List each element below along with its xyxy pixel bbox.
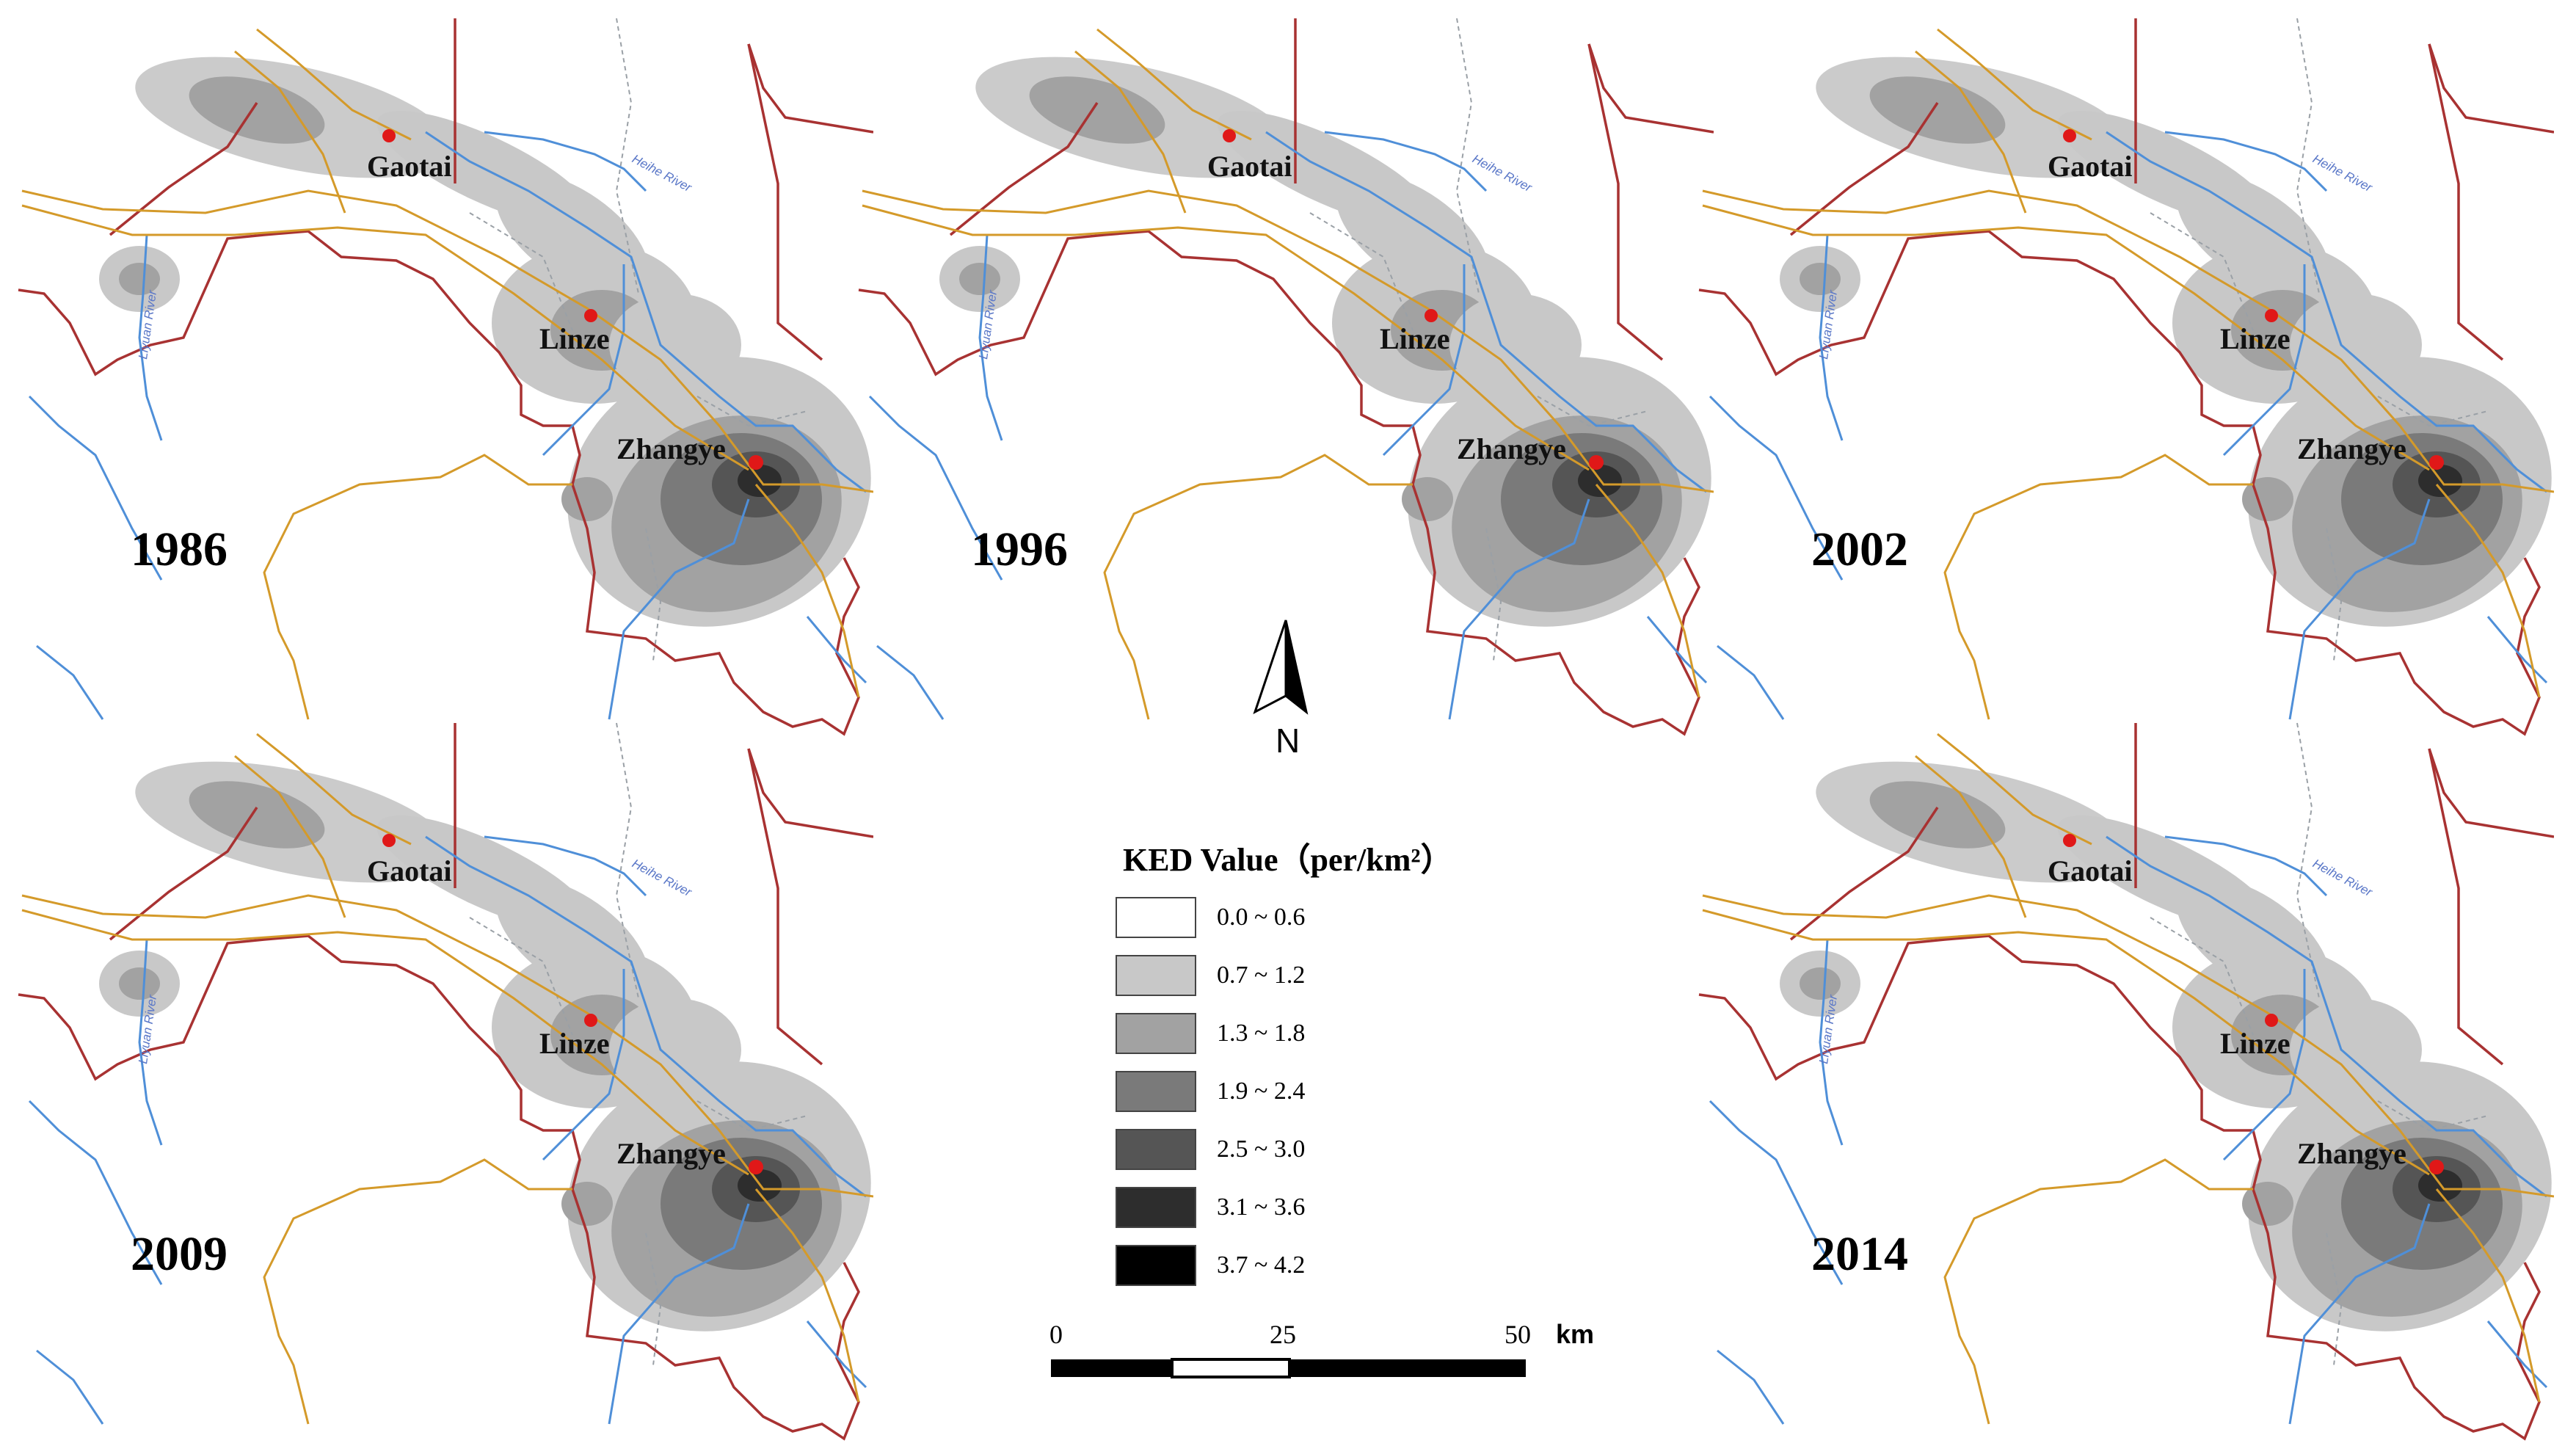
zhangye-marker <box>749 455 763 470</box>
gaotai-marker <box>2063 129 2076 142</box>
legend-swatch <box>1116 1129 1196 1170</box>
city-label-zhangye: Zhangye <box>2297 1137 2406 1170</box>
city-label-linze: Linze <box>539 1027 610 1060</box>
zhangye-marker <box>2429 1160 2444 1174</box>
city-label-gaotai: Gaotai <box>2048 854 2133 887</box>
linze-marker <box>2265 1014 2278 1027</box>
city-label-gaotai: Gaotai <box>1207 150 1292 183</box>
gaotai-marker <box>382 834 396 847</box>
legend-label: 1.9 ~ 2.4 <box>1217 1078 1306 1105</box>
legend-item: 3.1 ~ 3.6 <box>1116 1186 1527 1229</box>
legend-item: 0.0 ~ 0.6 <box>1116 896 1527 939</box>
scale-tick-50: 50 <box>1505 1320 1531 1349</box>
gaotai-marker <box>2063 834 2076 847</box>
city-label-zhangye: Zhangye <box>2297 432 2406 465</box>
legend-label: 0.0 ~ 0.6 <box>1217 904 1306 931</box>
legend-label: 1.3 ~ 1.8 <box>1217 1020 1306 1047</box>
map-panel-2014: Gaotai Linze Zhangye Heihe River Liyuan … <box>1695 719 2554 1446</box>
year-label-2014: 2014 <box>1811 1227 1908 1281</box>
legend-item: 1.9 ~ 2.4 <box>1116 1070 1527 1113</box>
scale-tick-25: 25 <box>1270 1320 1296 1349</box>
legend-swatch <box>1116 1187 1196 1228</box>
legend-label: 3.7 ~ 4.2 <box>1217 1251 1306 1279</box>
north-arrow: N <box>1240 617 1321 767</box>
legend-label: 2.5 ~ 3.0 <box>1217 1136 1306 1163</box>
map-panel-2009: Gaotai Linze Zhangye Heihe River Liyuan … <box>15 719 873 1446</box>
year-label-2002: 2002 <box>1811 523 1908 576</box>
zhangye-marker <box>2429 455 2444 470</box>
legend-swatch <box>1116 955 1196 996</box>
north-label: N <box>1276 722 1300 760</box>
legend-swatch <box>1116 1245 1196 1286</box>
city-label-linze: Linze <box>539 322 610 355</box>
map-panel-1986: Gaotai Linze Zhangye Heihe River Liyuan … <box>15 15 873 741</box>
gaotai-marker <box>1223 129 1236 142</box>
year-label-1986: 1986 <box>131 523 228 576</box>
river-label-heihe: Heihe River <box>630 857 695 900</box>
city-label-linze: Linze <box>2220 322 2291 355</box>
scale-tick-0: 0 <box>1049 1320 1063 1349</box>
year-label-1996: 1996 <box>971 523 1068 576</box>
linze-marker <box>584 1014 597 1027</box>
city-label-zhangye: Zhangye <box>616 1137 726 1170</box>
legend-item: 3.7 ~ 4.2 <box>1116 1244 1527 1287</box>
city-label-linze: Linze <box>2220 1027 2291 1060</box>
legend-item: 0.7 ~ 1.2 <box>1116 954 1527 997</box>
river-label-heihe: Heihe River <box>1470 152 1535 195</box>
city-label-gaotai: Gaotai <box>2048 150 2133 183</box>
legend-label: 3.1 ~ 3.6 <box>1217 1194 1306 1221</box>
map-panel-2002: Gaotai Linze Zhangye Heihe River Liyuan … <box>1695 15 2554 741</box>
city-label-linze: Linze <box>1380 322 1450 355</box>
map-panel-1996: Gaotai Linze Zhangye Heihe River Liyuan … <box>855 15 1714 741</box>
city-label-gaotai: Gaotai <box>367 150 452 183</box>
legend-label: 0.7 ~ 1.2 <box>1217 962 1306 989</box>
linze-marker <box>584 309 597 322</box>
linze-marker <box>1425 309 1438 322</box>
legend: KED Value（per/km²） 0.0 ~ 0.6 0.7 ~ 1.2 1.3… <box>1116 833 1527 1302</box>
scale-bar: 0 25 50 km <box>1042 1307 1629 1398</box>
legend-title: KED Value（per/km²） <box>1123 842 1453 878</box>
city-label-zhangye: Zhangye <box>1457 432 1566 465</box>
river-label-heihe: Heihe River <box>2310 152 2376 195</box>
city-label-gaotai: Gaotai <box>367 854 452 887</box>
city-label-zhangye: Zhangye <box>616 432 726 465</box>
gaotai-marker <box>382 129 396 142</box>
legend-swatch <box>1116 1013 1196 1054</box>
linze-marker <box>2265 309 2278 322</box>
legend-item: 2.5 ~ 3.0 <box>1116 1128 1527 1171</box>
legend-swatch <box>1116 897 1196 938</box>
year-label-2009: 2009 <box>131 1227 228 1281</box>
legend-item: 1.3 ~ 1.8 <box>1116 1012 1527 1055</box>
zhangye-marker <box>749 1160 763 1174</box>
scale-unit: km <box>1556 1319 1594 1349</box>
river-label-heihe: Heihe River <box>2310 857 2376 900</box>
river-label-heihe: Heihe River <box>630 152 695 195</box>
legend-swatch <box>1116 1071 1196 1112</box>
zhangye-marker <box>1589 455 1604 470</box>
